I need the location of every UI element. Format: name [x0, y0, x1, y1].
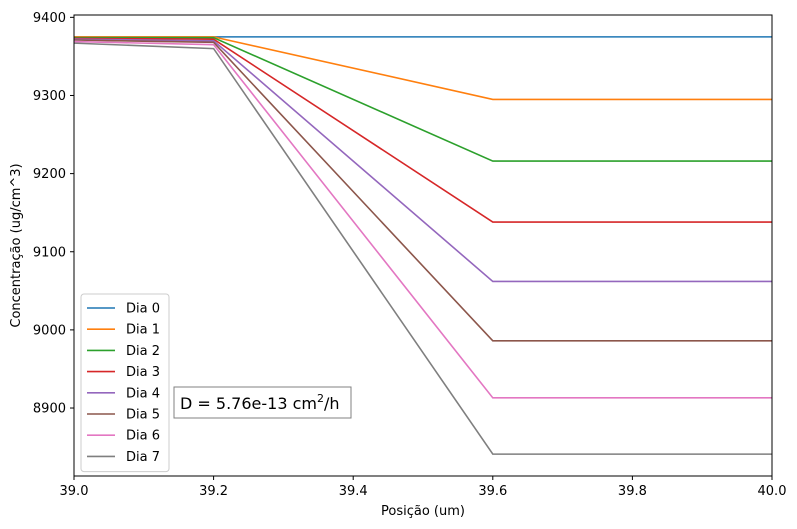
series-line-dia-2 — [74, 36, 772, 162]
y-tick-label: 9000 — [33, 323, 66, 338]
legend-label: Dia 6 — [126, 429, 160, 444]
x-tick-label: 39.0 — [60, 484, 89, 499]
x-tick-label: 39.4 — [339, 484, 368, 499]
series-line-dia-4 — [73, 38, 772, 283]
y-tick-label: 9300 — [33, 89, 66, 104]
annotation-box — [173, 386, 352, 419]
annotation-suffix: /h — [324, 394, 340, 413]
x-tick-label: 40.0 — [758, 484, 787, 499]
x-axis: 39.0 39.2 39.4 39.6 39.8 40.0 — [60, 476, 787, 499]
series-line-dia-5 — [73, 39, 772, 342]
x-tick-label: 39.6 — [478, 484, 507, 499]
legend-label: Dia 7 — [126, 450, 160, 465]
legend-label: Dia 2 — [126, 344, 160, 359]
legend-label: Dia 4 — [126, 386, 160, 401]
diffusion-annotation: D = 5.76e-13 cm2/h — [173, 386, 352, 419]
y-axis: 8900 9000 9100 9200 9300 9400 — [33, 11, 74, 417]
x-tick-label: 39.8 — [618, 484, 647, 499]
annotation-prefix: D = 5.76e-13 cm — [180, 394, 317, 413]
y-tick-label: 9100 — [33, 245, 66, 260]
legend-label: Dia 0 — [126, 302, 160, 317]
series-line-dia-6 — [73, 40, 772, 399]
series-layer — [73, 36, 772, 455]
legend-label: Dia 5 — [126, 408, 160, 423]
legend: Dia 0 Dia 1 Dia 2 Dia 3 Dia 4 Dia 5 Dia 6 Dia 7 — [80, 293, 170, 473]
legend-label: Dia 3 — [126, 365, 160, 380]
plot-frame — [73, 14, 773, 477]
y-tick-label: 9400 — [33, 11, 66, 26]
x-axis-label: Posição (um) — [381, 504, 465, 519]
series-line-dia-7 — [73, 42, 772, 455]
annotation-text: D = 5.76e-13 cm2/h — [180, 392, 340, 413]
y-tick-label: 9200 — [33, 167, 66, 182]
legend-label: Dia 1 — [126, 323, 160, 338]
annotation-superscript: 2 — [317, 392, 324, 405]
x-tick-label: 39.2 — [199, 484, 228, 499]
series-line-dia-3 — [73, 37, 772, 223]
y-axis-label: Concentração (ug/cm^3) — [9, 163, 24, 327]
legend-box — [80, 293, 170, 473]
y-tick-label: 8900 — [33, 402, 66, 417]
